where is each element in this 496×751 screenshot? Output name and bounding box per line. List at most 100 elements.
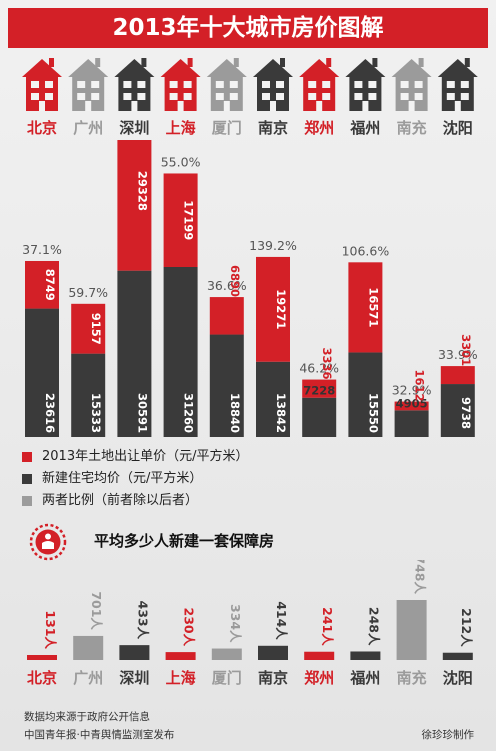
- house-icon: [299, 58, 340, 111]
- page-title: 2013年十大城市房价图解: [112, 15, 384, 41]
- land-price-bar: [163, 173, 198, 267]
- house-price-bar: [25, 308, 59, 437]
- house-price-label: 15550: [366, 393, 380, 433]
- title-bar: 2013年十大城市房价图解: [8, 8, 488, 48]
- people-bar: [73, 635, 104, 660]
- land-price-label: 1612: [413, 370, 427, 402]
- price-bar-chart: 37.1%23616874959.7%15333915795.9%3059129…: [22, 140, 478, 437]
- city-label: 深圳: [119, 119, 149, 137]
- legend-swatch-dark: [22, 474, 32, 484]
- land-price-bar: [348, 262, 383, 353]
- people-bar: [350, 651, 381, 660]
- house-price-label: 9738: [459, 397, 473, 429]
- house-price-label: 13842: [274, 393, 288, 433]
- land-price-bar: [256, 256, 290, 362]
- city-label: 南充: [397, 119, 427, 137]
- ratio-label: 55.0%: [161, 154, 201, 169]
- land-price-label: 3336: [320, 348, 334, 380]
- legend-item-ratio: 两者比例（前者除以后者）: [22, 490, 482, 512]
- house-price-bar: [256, 361, 290, 437]
- people-value-label: 414人: [274, 601, 289, 640]
- city-label: 沈阳: [443, 119, 473, 137]
- legend-label-house-price: 新建住宅均价（元/平方米）: [42, 471, 203, 486]
- people-value-label: 334人: [228, 604, 243, 643]
- legend-label-land-price: 2013年土地出让单价（元/平方米）: [42, 449, 249, 464]
- house-price-label: 7228: [303, 384, 335, 398]
- city-label: 郑州: [304, 119, 334, 137]
- legend: 2013年土地出让单价（元/平方米） 新建住宅均价（元/平方米） 两者比例（前者…: [22, 446, 482, 512]
- city-label: 厦门: [212, 119, 242, 137]
- people-badge-icon: [29, 523, 67, 561]
- house-icon: [22, 58, 62, 111]
- house-price-bar: [71, 353, 106, 437]
- house-price-label: 4905: [396, 396, 428, 410]
- land-price-label: 9157: [89, 313, 103, 345]
- people-bar: [119, 645, 150, 660]
- house-icon: [437, 58, 478, 111]
- city-label: 深圳: [119, 669, 149, 687]
- footer-publisher: 中国青年报·中青舆情监测室发布: [24, 729, 175, 741]
- people-bar: [27, 655, 57, 660]
- house-price-bar: [117, 270, 152, 437]
- ratio-label: 46.2%: [299, 361, 339, 376]
- people-value-label: 212人: [459, 608, 474, 647]
- legend-label-ratio: 两者比例（前者除以后者）: [42, 493, 199, 508]
- legend-swatch-red: [22, 452, 32, 462]
- people-value-label: 701人: [89, 591, 104, 630]
- house-price-label: 23616: [43, 393, 57, 433]
- house-price-label: 31260: [182, 393, 196, 433]
- ratio-label: 139.2%: [249, 238, 297, 253]
- people-value-label: 248人: [366, 607, 381, 646]
- land-price-bar: [440, 366, 475, 385]
- house-icon: [114, 58, 155, 111]
- ratio-label: 32.9%: [392, 383, 432, 398]
- people-bar: [165, 652, 196, 660]
- legend-swatch-gray: [22, 496, 32, 506]
- people-value-label: 1748人: [413, 560, 428, 594]
- land-price-bar: [394, 401, 429, 411]
- city-label: 北京: [27, 669, 57, 687]
- city-label: 广州: [73, 669, 103, 687]
- land-price-label: 16571: [366, 287, 380, 327]
- land-price-label: 3301: [459, 334, 473, 366]
- ratio-label: 37.1%: [22, 242, 62, 257]
- house-icon: [68, 58, 109, 111]
- city-label: 北京: [27, 119, 57, 137]
- house-price-bar: [302, 397, 337, 437]
- land-price-bar: [209, 297, 244, 335]
- land-price-label: 29328: [135, 171, 149, 211]
- city-label: 上海: [166, 669, 196, 687]
- city-label: 南京: [258, 119, 288, 137]
- footer-author: 徐珍珍制作: [421, 729, 475, 741]
- house-icon: [345, 58, 386, 111]
- land-price-label: 8749: [43, 269, 57, 301]
- ratio-label: 106.6%: [342, 243, 390, 258]
- land-price-bar: [117, 140, 152, 271]
- city-label: 郑州: [304, 669, 334, 687]
- people-bar: [442, 652, 473, 660]
- city-label: 南充: [397, 669, 427, 687]
- house-price-bar: [348, 352, 383, 437]
- city-label: 福州: [349, 669, 380, 687]
- people-bar: [211, 648, 242, 660]
- people-bar: [396, 600, 427, 660]
- house-icon: [206, 58, 247, 111]
- city-label: 福州: [349, 119, 380, 137]
- house-icon: [253, 58, 293, 111]
- people-value-label: 131人: [43, 610, 58, 649]
- people-value-label: 433人: [135, 601, 150, 640]
- land-price-bar: [302, 379, 337, 398]
- house-price-label: 18840: [228, 393, 242, 433]
- city-label: 上海: [166, 119, 196, 137]
- section-header: 平均多少人新建一套保障房: [28, 522, 468, 562]
- section-title: 平均多少人新建一套保障房: [94, 532, 275, 550]
- people-value-label: 230人: [182, 608, 197, 647]
- house-price-bar: [163, 267, 198, 437]
- land-price-bar: [71, 303, 106, 354]
- land-price-label: 19271: [274, 289, 288, 329]
- city-house-row: 北京 广州 深圳 上海 厦门 南京 郑州 福州 南充 沈阳: [22, 58, 478, 137]
- city-label: 厦门: [212, 669, 242, 687]
- house-icon: [391, 58, 432, 111]
